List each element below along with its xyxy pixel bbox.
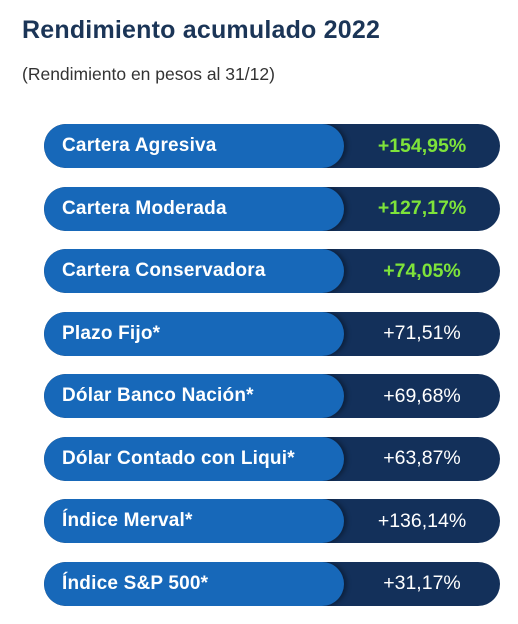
row-label-pill: Cartera Conservadora: [44, 249, 344, 293]
row-value: +63,87%: [383, 447, 461, 469]
return-row: Dólar Contado con Liqui* +63,87%: [44, 436, 500, 481]
chart-subtitle: (Rendimiento en pesos al 31/12): [22, 64, 275, 84]
row-label-pill: Índice S&P 500*: [44, 561, 344, 606]
row-label: Dólar Contado con Liqui*: [62, 447, 295, 469]
row-label-pill: Plazo Fijo*: [44, 311, 344, 356]
return-row: Cartera Conservadora +74,05%: [44, 249, 500, 293]
return-row: Índice S&P 500* +31,17%: [44, 561, 500, 606]
row-label-pill: Cartera Agresiva: [44, 124, 344, 168]
row-label-pill: Índice Merval*: [44, 499, 344, 543]
returns-table: Cartera Agresiva +154,95% Cartera Moderada…: [44, 124, 500, 624]
row-value: +69,68%: [383, 384, 461, 407]
row-label: Índice S&P 500*: [62, 572, 209, 594]
row-value: +136,14%: [377, 509, 467, 532]
row-label-pill: Dólar Banco Nación*: [44, 374, 344, 418]
row-label: Plazo Fijo*: [62, 322, 161, 344]
row-value: +127,17%: [377, 197, 467, 219]
row-value: +154,95%: [377, 134, 467, 157]
row-label: Cartera Moderada: [62, 197, 227, 219]
row-value: +71,51%: [383, 322, 461, 344]
row-value: +31,17%: [383, 572, 461, 594]
row-label: Dólar Banco Nación*: [62, 385, 254, 406]
chart-title: Rendimiento acumulado 2022: [22, 16, 381, 44]
row-label-pill: Dólar Contado con Liqui*: [44, 436, 344, 481]
return-row: Plazo Fijo* +71,51%: [44, 311, 500, 356]
return-row: Dólar Banco Nación* +69,68%: [44, 374, 500, 418]
return-row: Cartera Agresiva +154,95%: [44, 124, 500, 168]
row-label-pill: Cartera Moderada: [44, 186, 344, 231]
row-label: Índice Merval*: [62, 510, 193, 531]
row-label: Cartera Agresiva: [62, 135, 217, 156]
row-label: Cartera Conservadora: [62, 260, 266, 281]
return-row: Cartera Moderada +127,17%: [44, 186, 500, 231]
row-value: +74,05%: [383, 259, 461, 282]
return-row: Índice Merval* +136,14%: [44, 499, 500, 543]
